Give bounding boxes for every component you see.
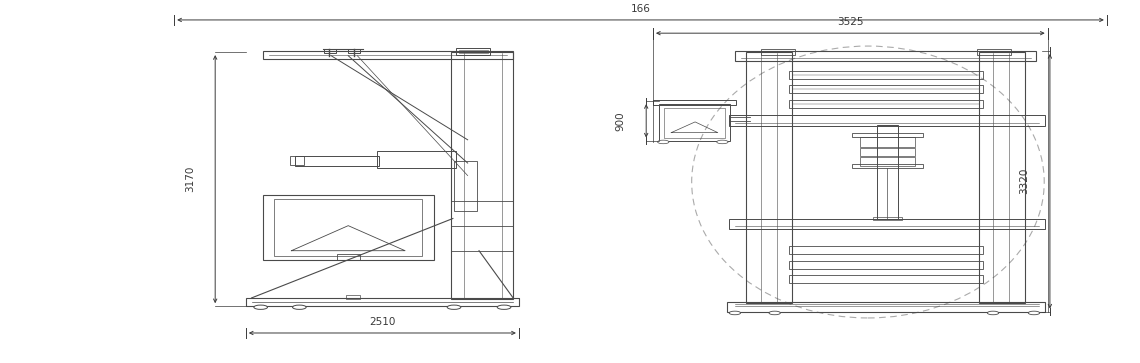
Bar <box>348 49 359 53</box>
Text: 3525: 3525 <box>837 17 864 27</box>
Bar <box>979 52 1025 303</box>
Bar <box>860 156 914 166</box>
Bar <box>336 254 359 260</box>
Bar <box>852 164 922 168</box>
Circle shape <box>658 140 669 144</box>
Bar <box>454 161 477 211</box>
Circle shape <box>730 311 741 315</box>
Circle shape <box>987 311 999 315</box>
Bar <box>263 195 433 260</box>
Bar <box>653 100 736 105</box>
Bar <box>790 246 983 254</box>
Bar <box>246 298 519 306</box>
Bar <box>450 52 513 299</box>
Bar <box>275 199 422 256</box>
Text: 2510: 2510 <box>369 317 396 327</box>
Circle shape <box>1028 311 1040 315</box>
Bar <box>325 49 336 53</box>
Bar <box>263 52 513 59</box>
Bar <box>790 261 983 269</box>
Circle shape <box>717 140 728 144</box>
Bar <box>376 151 456 168</box>
Bar <box>665 107 725 138</box>
Bar <box>747 52 792 303</box>
Text: 3320: 3320 <box>1019 168 1029 195</box>
Circle shape <box>447 305 461 309</box>
Bar <box>872 217 902 220</box>
Bar <box>860 137 914 147</box>
Circle shape <box>770 311 781 315</box>
Bar <box>727 302 1045 311</box>
Bar <box>730 219 1045 229</box>
Bar <box>790 100 983 107</box>
Text: 900: 900 <box>616 111 626 131</box>
Bar <box>458 50 488 53</box>
Bar <box>291 156 304 165</box>
Bar <box>735 51 1036 61</box>
Bar <box>852 132 922 137</box>
Circle shape <box>293 305 307 309</box>
Bar <box>456 48 490 55</box>
Bar <box>762 49 796 55</box>
Bar <box>977 49 1011 55</box>
Bar <box>790 275 983 283</box>
Text: 166: 166 <box>630 4 651 13</box>
Circle shape <box>254 305 268 309</box>
Bar <box>790 71 983 79</box>
Bar <box>730 115 1045 126</box>
Circle shape <box>497 305 511 309</box>
Bar <box>860 148 914 156</box>
Bar <box>659 104 731 140</box>
Bar <box>345 295 359 299</box>
Bar <box>295 155 378 166</box>
Text: 3170: 3170 <box>185 166 195 192</box>
Bar <box>790 85 983 93</box>
Bar <box>877 126 897 219</box>
